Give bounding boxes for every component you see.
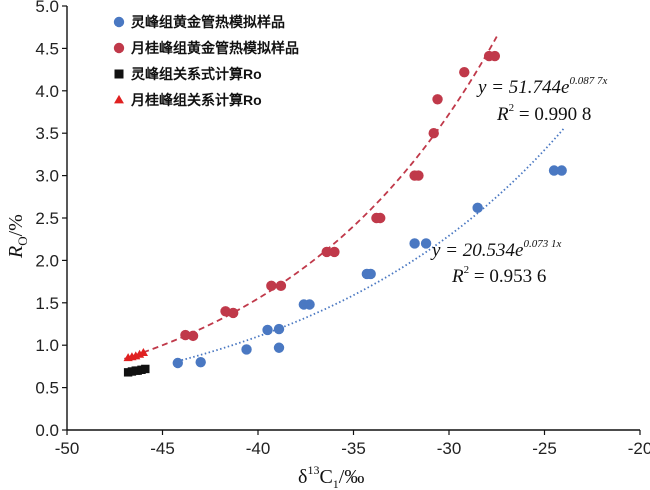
x-tick-label: -20 bbox=[628, 439, 650, 458]
r2-blue-sup: 2 bbox=[464, 264, 470, 276]
y-tick-label: 3.5 bbox=[35, 124, 59, 143]
y-tick-label: 2.0 bbox=[35, 251, 59, 270]
legend-marker bbox=[113, 16, 125, 28]
y-tick-label: 3.0 bbox=[35, 167, 59, 186]
y-tick-label: 4.5 bbox=[35, 39, 59, 58]
x-tick-label: -50 bbox=[55, 439, 80, 458]
svg-text:R2 = 0.953 6: R2 = 0.953 6 bbox=[451, 264, 546, 287]
data-point bbox=[262, 324, 273, 336]
data-point bbox=[548, 165, 560, 176]
x-tick-label: -45 bbox=[150, 439, 175, 458]
r2-red-value: = 0.990 8 bbox=[514, 104, 591, 125]
y-tick-label: 5.0 bbox=[35, 0, 59, 16]
data-point bbox=[273, 323, 285, 335]
fit-equation-blue: y = 20.534e0.073 1x R2 = 0.953 6 bbox=[430, 238, 561, 287]
legend-marker bbox=[114, 94, 124, 104]
data-point bbox=[180, 329, 191, 341]
svg-text:y = 51.744e0.087 7x: y = 51.744e0.087 7x bbox=[476, 75, 607, 98]
y-axis-title: RO/% bbox=[5, 214, 30, 259]
data-point bbox=[420, 238, 432, 249]
x-axis-title: δ13C1/‰ bbox=[298, 463, 364, 490]
legend-label: 月桂峰组黄金管热模拟样品 bbox=[130, 40, 299, 56]
equation-blue-text: y = 20.534e bbox=[430, 240, 523, 261]
fit-curve-red bbox=[124, 36, 498, 360]
data-point bbox=[141, 364, 150, 374]
fit-curves bbox=[124, 36, 565, 363]
data-point bbox=[409, 238, 420, 249]
y-tick-label: 4.0 bbox=[35, 82, 59, 101]
y-tick-label: 1.0 bbox=[35, 336, 59, 355]
data-point bbox=[489, 50, 501, 62]
axes: -50 -45 -40 -35 -30 -25 -20 0.0 0.5 1.0 1.5 2.0 2.5 3… bbox=[35, 0, 650, 458]
data-point bbox=[275, 280, 287, 292]
svg-text:y = 20.534e0.073 1x: y = 20.534e0.073 1x bbox=[430, 238, 561, 261]
equation-red-text: y = 51.744e bbox=[476, 77, 569, 98]
data-point bbox=[375, 212, 386, 224]
y-tick-label: 1.5 bbox=[35, 294, 59, 313]
data-point bbox=[459, 66, 470, 78]
y-tick-label: 2.5 bbox=[35, 209, 59, 228]
data-point bbox=[329, 246, 340, 258]
data-points bbox=[123, 50, 567, 377]
x-tick-label: -35 bbox=[341, 439, 366, 458]
x-tick-label: -40 bbox=[246, 439, 271, 458]
data-point bbox=[241, 344, 252, 355]
y-tick-label: 0.5 bbox=[35, 379, 59, 398]
legend-label: 月桂峰组关系计算Ro bbox=[130, 92, 262, 108]
r2-blue-label: R bbox=[451, 266, 464, 287]
data-point bbox=[195, 356, 206, 368]
r2-blue-value: = 0.953 6 bbox=[469, 266, 546, 287]
data-point bbox=[172, 357, 183, 369]
x-tick-label: -25 bbox=[532, 439, 557, 458]
data-point bbox=[365, 268, 376, 280]
data-point bbox=[428, 128, 439, 139]
equation-blue-exponent: 0.073 1x bbox=[523, 238, 561, 250]
fit-equation-red: y = 51.744e0.087 7x R2 = 0.990 8 bbox=[476, 75, 607, 125]
data-point bbox=[321, 246, 332, 258]
data-point bbox=[556, 165, 567, 176]
legend-marker bbox=[113, 42, 125, 54]
equation-red-exponent: 0.087 7x bbox=[569, 75, 607, 87]
legend-marker bbox=[114, 69, 124, 79]
data-point bbox=[138, 348, 149, 357]
data-point bbox=[413, 170, 424, 181]
data-point bbox=[273, 342, 285, 353]
data-point bbox=[304, 299, 315, 310]
data-point bbox=[227, 307, 239, 319]
r2-red-label: R bbox=[496, 104, 509, 125]
svg-text:R2 = 0.990 8: R2 = 0.990 8 bbox=[496, 102, 591, 125]
legend-label: 灵峰组黄金管热模拟样品 bbox=[131, 14, 285, 30]
data-point bbox=[432, 94, 443, 105]
x-tick-label: -30 bbox=[437, 439, 462, 458]
legend-label: 灵峰组关系式计算Ro bbox=[131, 66, 262, 82]
data-point bbox=[472, 202, 483, 214]
data-point bbox=[187, 330, 199, 342]
y-tick-label: 0.0 bbox=[35, 421, 59, 440]
data-point bbox=[266, 280, 277, 292]
r2-red-sup: 2 bbox=[509, 102, 515, 114]
